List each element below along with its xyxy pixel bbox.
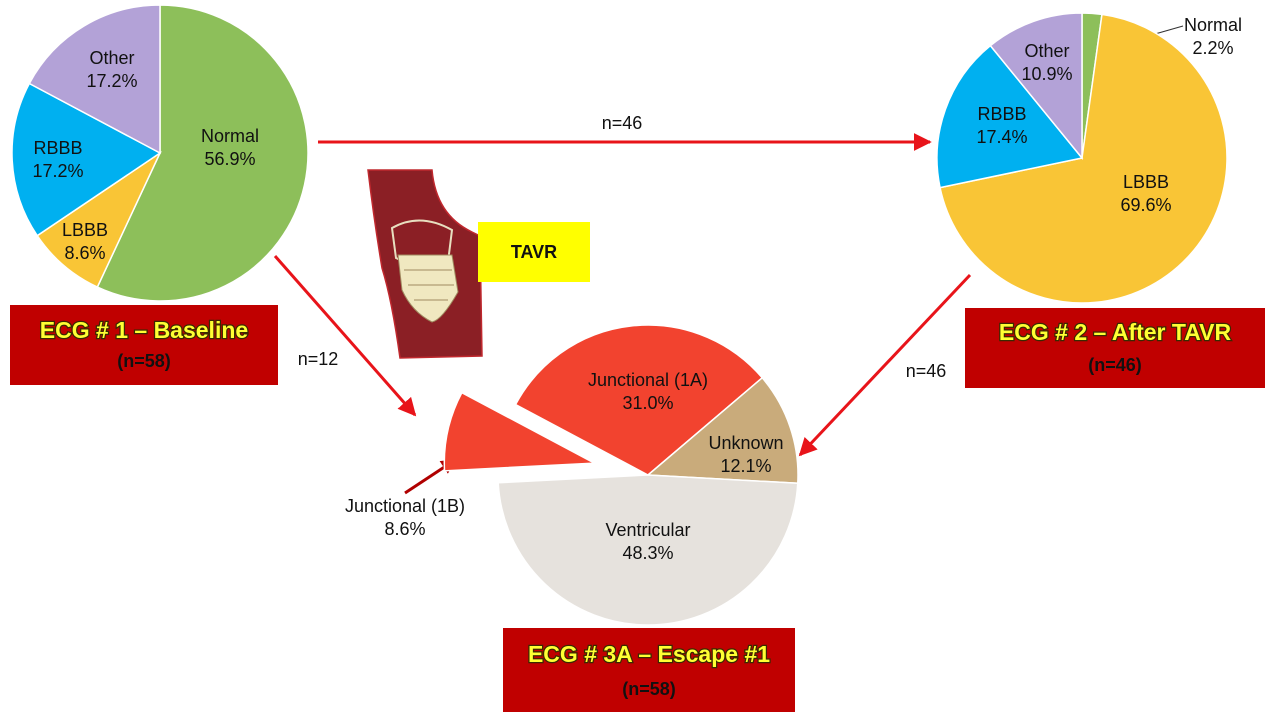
slice-label: Junctional (1B) [345,496,465,516]
slice-label: RBBB [33,138,82,158]
arrow-label: n=12 [298,349,339,369]
pie-slice [989,12,1083,161]
slice-value-label: 56.9% [204,149,255,169]
slice-label: Other [89,48,134,68]
title-box [10,305,278,385]
slice-value-label: 17.2% [86,71,137,91]
slice-value-label: 8.6% [64,243,105,263]
slice-label: Normal [1184,15,1242,35]
slice-value-label: 2.2% [1192,38,1233,58]
pie-slice [96,4,309,302]
slice-label: Junctional (1A) [588,370,708,390]
tavr-label: TAVR [511,242,557,262]
arrow [798,273,972,457]
slice-label: LBBB [62,220,108,240]
pie-slice [28,4,161,155]
pie-slice [646,376,799,485]
slice-label: Normal [201,126,259,146]
pie-slice [936,44,1084,189]
pie-slice [939,13,1228,304]
arrow-label: n=46 [602,113,643,133]
slice-label: Other [1024,41,1069,61]
tavr-box [478,222,590,282]
pie-slice [443,391,598,472]
slice-value-label: 69.6% [1120,195,1171,215]
chart-subtitle: (n=58) [117,351,171,371]
pie-slice [514,324,764,476]
slice-label: RBBB [977,104,1026,124]
pie-slice [11,82,162,237]
chart-subtitle: (n=46) [1088,355,1142,375]
chart-subtitle: (n=58) [622,679,676,699]
arrow [273,255,417,417]
slice-value-label: 31.0% [622,393,673,413]
slice-value-label: 17.4% [976,127,1027,147]
arrow-label: n=46 [906,361,947,381]
title-box [503,628,795,712]
slice-label: LBBB [1123,172,1169,192]
slice-label: Unknown [708,433,783,453]
slice-value-label: 12.1% [720,456,771,476]
chart-title: ECG # 1 – Baseline [40,317,248,343]
slice-label: Ventricular [605,520,690,540]
slice-value-label: 10.9% [1021,64,1072,84]
slice-value-label: 8.6% [384,519,425,539]
pie-slice [497,474,799,626]
valve-illustration [367,169,483,359]
chart-title: ECG # 2 – After TAVR [999,319,1232,345]
slice-value-label: 17.2% [32,161,83,181]
slice-value-label: 48.3% [622,543,673,563]
title-box [965,308,1265,388]
chart-title: ECG # 3A – Escape #1 [528,641,770,667]
